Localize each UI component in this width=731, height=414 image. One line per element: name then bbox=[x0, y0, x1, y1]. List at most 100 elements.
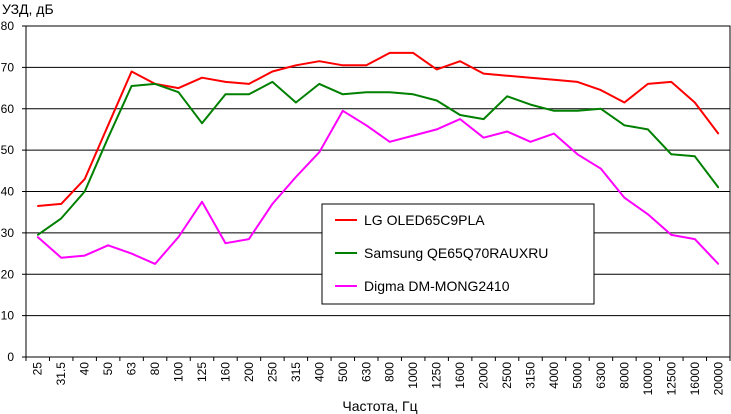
data-point-0 bbox=[60, 203, 62, 205]
y-axis: 0 10 20 30 40 50 60 70 80 bbox=[1, 19, 26, 364]
data-point-2 bbox=[318, 151, 321, 153]
data-point-2 bbox=[529, 141, 532, 143]
data-point-0 bbox=[342, 64, 344, 67]
data-point-2 bbox=[154, 263, 156, 265]
data-point-1 bbox=[107, 136, 109, 139]
data-point-0 bbox=[482, 72, 485, 75]
data-point-1 bbox=[154, 83, 156, 85]
data-point-2 bbox=[248, 238, 250, 240]
data-point-1 bbox=[576, 110, 579, 112]
y-tick-label: 30 bbox=[1, 226, 15, 240]
data-point-2 bbox=[365, 124, 368, 127]
data-point-2 bbox=[482, 136, 485, 139]
data-point-0 bbox=[388, 52, 391, 54]
data-point-2 bbox=[459, 118, 461, 120]
data-point-0 bbox=[201, 76, 203, 79]
data-point-0 bbox=[623, 101, 626, 104]
data-point-0 bbox=[670, 81, 673, 83]
x-tick-label: 31.5 bbox=[54, 362, 68, 386]
x-tick-label: 63 bbox=[125, 362, 139, 376]
x-tick-label: 100 bbox=[172, 362, 186, 382]
data-point-1 bbox=[412, 93, 415, 96]
x-tick-label: 4000 bbox=[547, 362, 561, 389]
x-tick-label: 20000 bbox=[711, 362, 725, 396]
x-tick-label: 5000 bbox=[570, 362, 584, 389]
x-tick-label: 125 bbox=[195, 362, 209, 382]
data-point-1 bbox=[365, 91, 368, 93]
data-point-2 bbox=[224, 242, 227, 244]
data-point-1 bbox=[130, 85, 133, 87]
data-point-1 bbox=[201, 122, 203, 124]
data-point-1 bbox=[435, 99, 438, 102]
x-tick-label: 200 bbox=[242, 362, 256, 382]
y-tick-label: 50 bbox=[1, 143, 15, 157]
data-point-1 bbox=[248, 93, 250, 96]
data-point-0 bbox=[224, 81, 227, 83]
data-point-2 bbox=[412, 134, 415, 137]
data-point-0 bbox=[717, 132, 720, 135]
x-tick-label: 25 bbox=[31, 362, 45, 376]
data-point-1 bbox=[506, 95, 508, 98]
data-point-2 bbox=[271, 203, 274, 205]
data-point-1 bbox=[318, 83, 321, 85]
data-point-1 bbox=[271, 81, 274, 83]
data-point-0 bbox=[459, 60, 461, 62]
data-point-0 bbox=[177, 87, 180, 89]
data-point-1 bbox=[388, 91, 391, 93]
data-point-2 bbox=[130, 252, 133, 255]
x-tick-label: 160 bbox=[218, 362, 232, 382]
x-tick-label: 500 bbox=[336, 362, 350, 382]
data-point-1 bbox=[482, 118, 485, 120]
y-tick-label: 20 bbox=[1, 267, 15, 281]
x-tick-label: 80 bbox=[148, 362, 162, 376]
data-point-2 bbox=[36, 236, 39, 238]
data-point-0 bbox=[130, 70, 133, 73]
data-point-2 bbox=[83, 254, 86, 257]
series-line-1 bbox=[37, 80, 720, 236]
x-tick-label: 250 bbox=[265, 362, 279, 382]
data-point-2 bbox=[177, 236, 180, 238]
data-point-1 bbox=[529, 103, 532, 106]
data-point-1 bbox=[177, 91, 180, 93]
x-tick-label: 2500 bbox=[500, 362, 514, 389]
data-point-1 bbox=[670, 153, 673, 156]
data-point-1 bbox=[647, 128, 649, 131]
data-point-2 bbox=[553, 132, 555, 135]
data-point-0 bbox=[318, 60, 321, 62]
data-point-0 bbox=[83, 178, 86, 180]
x-axis: 25 31.5 40 50 63 80 100 125 160 200 250 315 400 500 63… bbox=[25, 357, 731, 396]
y-tick-label: 70 bbox=[1, 60, 15, 74]
legend: LG OLED65C9PLA Samsung QE65Q70RAUXRU Dig… bbox=[321, 203, 595, 305]
data-point-2 bbox=[670, 234, 673, 236]
data-point-2 bbox=[600, 167, 602, 170]
x-tick-label: 400 bbox=[312, 362, 326, 382]
data-point-2 bbox=[435, 128, 438, 131]
x-tick-label: 6300 bbox=[594, 362, 608, 389]
data-point-2 bbox=[576, 153, 579, 156]
x-tick-label: 1600 bbox=[453, 362, 467, 389]
data-point-0 bbox=[694, 101, 696, 104]
x-tick-label: 8000 bbox=[617, 362, 631, 389]
data-point-1 bbox=[623, 124, 626, 127]
x-tick-label: 12500 bbox=[664, 362, 678, 396]
data-point-2 bbox=[647, 213, 649, 216]
x-tick-label: 800 bbox=[383, 362, 397, 382]
legend-box bbox=[321, 203, 595, 305]
x-tick-label: 2000 bbox=[477, 362, 491, 389]
data-point-2 bbox=[623, 196, 626, 199]
data-point-0 bbox=[412, 52, 415, 54]
data-point-1 bbox=[694, 155, 696, 158]
x-tick-label: 1000 bbox=[406, 362, 420, 389]
data-point-0 bbox=[36, 205, 39, 207]
y-tick-label: 0 bbox=[7, 350, 14, 364]
x-axis-title: Частота, Гц bbox=[342, 398, 417, 414]
data-point-0 bbox=[553, 79, 555, 81]
x-tick-label: 10000 bbox=[641, 362, 655, 396]
data-point-2 bbox=[342, 110, 344, 112]
data-point-1 bbox=[36, 234, 39, 236]
data-point-1 bbox=[224, 93, 227, 96]
x-tick-label: 16000 bbox=[688, 362, 702, 396]
data-point-2 bbox=[201, 201, 203, 203]
